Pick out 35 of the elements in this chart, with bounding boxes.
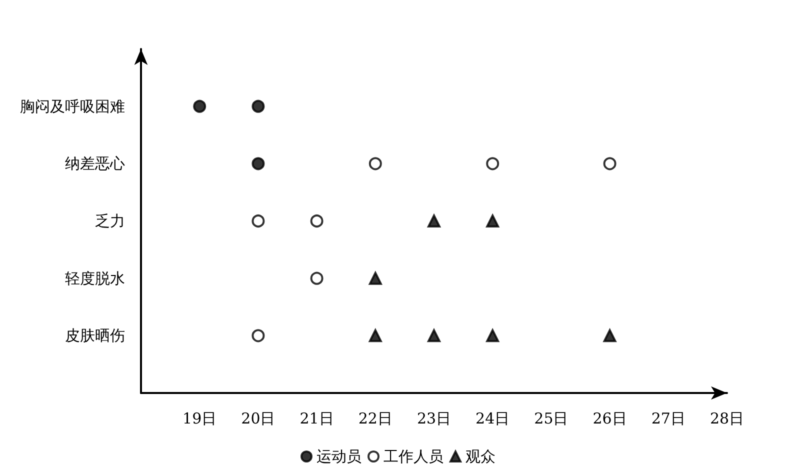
point [603, 157, 616, 170]
y-tick-label: 轻度脱水 [65, 269, 125, 288]
x-tick-label: 23日 [416, 410, 452, 428]
point [310, 272, 324, 285]
x-tick-label: 28日 [710, 410, 744, 428]
x-tick-label: 20日 [241, 410, 276, 428]
y-tick-label: 皮肤晒伤 [65, 326, 125, 345]
point [603, 329, 616, 342]
point [193, 100, 206, 113]
point [252, 214, 265, 228]
legend-label: 工作人员 [384, 448, 444, 466]
y-tick-label: 胸闷及呼吸困难 [20, 97, 125, 116]
y-tick-label: 乏力 [95, 212, 125, 230]
point [486, 157, 500, 170]
point [486, 214, 500, 228]
point [368, 329, 382, 342]
point [428, 329, 440, 342]
y-tick-label: 纳差恶心 [65, 154, 125, 173]
point [368, 272, 382, 285]
point [252, 157, 265, 170]
x-tick-label: 25日 [534, 410, 568, 428]
x-tick-label: 27日 [651, 410, 686, 428]
point [486, 329, 500, 342]
point [252, 329, 265, 342]
x-tick-label: 26日 [592, 410, 627, 428]
x-tick-label: 19日 [182, 410, 217, 428]
x-tick-label: 21日 [300, 410, 334, 428]
point [252, 100, 265, 113]
x-tick-label: 24日 [476, 410, 510, 428]
x-tick-label: 22日 [358, 410, 392, 428]
legend-label: 运动员 [316, 448, 362, 466]
point [310, 214, 324, 228]
legend-label: 观众 [466, 448, 496, 466]
point [368, 157, 382, 170]
point [428, 214, 440, 228]
